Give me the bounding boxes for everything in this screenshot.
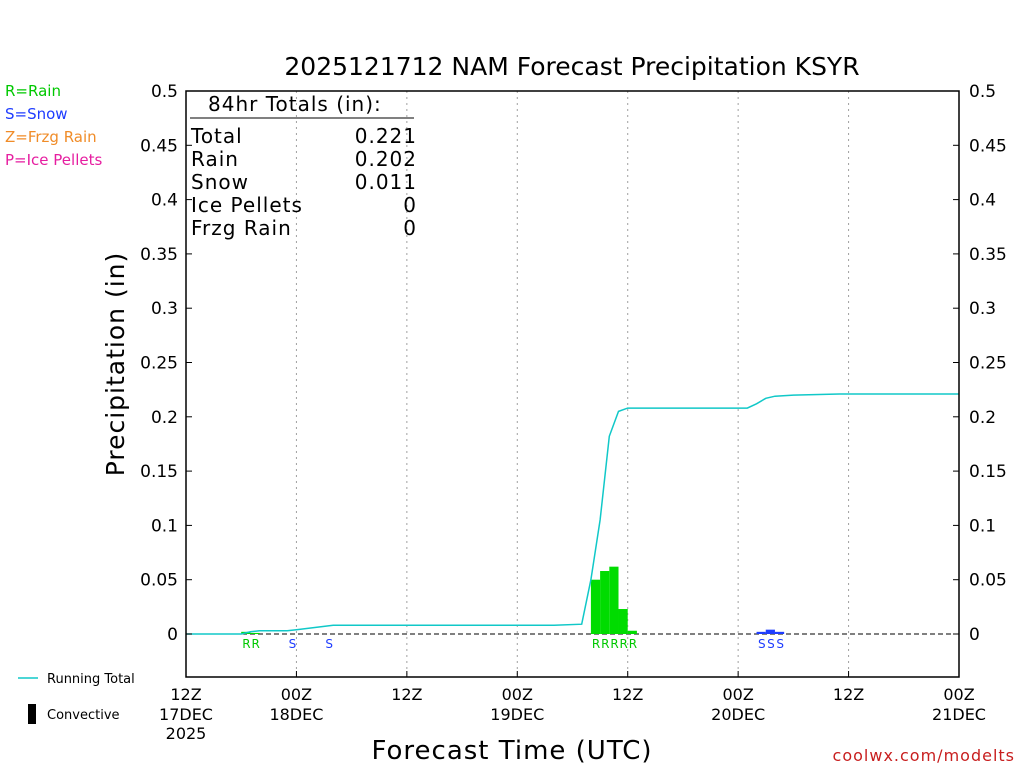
ptype-marker-S: S: [758, 637, 766, 651]
xtick-label-date: 21DEC: [932, 705, 986, 724]
xtick-label-date: 17DEC: [159, 705, 213, 724]
rain-bar-3: [600, 571, 610, 634]
ptype-marker-R: R: [242, 637, 250, 651]
xtick-label-time: 00Z: [943, 685, 974, 704]
xtick-label-date: 19DEC: [490, 705, 544, 724]
running-total-line: [186, 393, 959, 635]
xtick-label-time: 12Z: [391, 685, 422, 704]
totals-row-label: Snow: [191, 170, 249, 194]
ptype-marker-R: R: [610, 637, 618, 651]
totals-row-label: Total: [190, 124, 243, 148]
rain-bar-1: [250, 632, 260, 634]
legend-convective-swatch: [28, 704, 36, 724]
ytick-label-left: 0.25: [140, 354, 178, 374]
ytick-label-left: 0.3: [151, 299, 178, 319]
xtick-label-time: 12Z: [833, 685, 864, 704]
ytick-label-right: 0.3: [969, 299, 996, 319]
ytick-label-right: 0.5: [969, 82, 996, 102]
ptype-marker-R: R: [601, 637, 609, 651]
ptype-legend-item: R=Rain: [5, 82, 61, 100]
totals-row-label: Frzg Rain: [191, 216, 292, 240]
ytick-label-right: 0.25: [969, 354, 1007, 374]
bottom-legend-label: Convective: [47, 708, 120, 723]
ytick-label-left: 0.2: [151, 408, 178, 428]
ptype-marker-S: S: [767, 637, 775, 651]
ytick-label-right: 0.2: [969, 408, 996, 428]
credit-text: coolwx.com/modelts: [833, 746, 1015, 765]
x-axis-label: Forecast Time (UTC): [371, 736, 652, 766]
ytick-label-right: 0.05: [969, 571, 1007, 591]
totals-row-value: 0: [403, 193, 417, 217]
ytick-label-right: 0.4: [969, 191, 996, 211]
ptype-marker-S: S: [776, 637, 784, 651]
ytick-label-right: 0.35: [969, 245, 1007, 265]
ytick-label-left: 0.35: [140, 245, 178, 265]
ptype-marker-R: R: [629, 637, 637, 651]
rain-bar-4: [609, 566, 619, 634]
ptype-marker-S: S: [289, 637, 297, 651]
ptype-marker-R: R: [592, 637, 600, 651]
xtick-label-time: 12Z: [170, 685, 201, 704]
totals-row-value: 0: [403, 216, 417, 240]
totals-row-label: Rain: [191, 147, 239, 171]
ptype-legend-item: P=Ice Pellets: [5, 151, 102, 169]
ytick-label-right: 0.45: [969, 136, 1007, 156]
ptype-legend-item: Z=Frzg Rain: [5, 128, 97, 146]
xtick-label-time: 12Z: [612, 685, 643, 704]
totals-heading: 84hr Totals (in):: [208, 92, 382, 116]
rain-bar-2: [590, 579, 601, 634]
xtick-label-date: 20DEC: [711, 705, 765, 724]
ytick-label-left: 0: [167, 625, 178, 645]
chart-title: 2025121712 NAM Forecast Precipitation KS…: [284, 52, 859, 81]
snow-bar-1: [765, 629, 775, 634]
xtick-label-date: 18DEC: [269, 705, 323, 724]
rain-bar-6: [627, 630, 637, 634]
snow-bar-2: [774, 631, 785, 634]
ptype-marker-S: S: [325, 637, 333, 651]
ytick-label-right: 0.15: [969, 462, 1007, 482]
ytick-label-right: 0.1: [969, 516, 996, 536]
totals-row-value: 0.202: [355, 147, 417, 171]
rain-bar-5: [618, 609, 628, 634]
xtick-label-time: 00Z: [502, 685, 533, 704]
totals-row-label: Ice Pellets: [191, 193, 303, 217]
xtick-label-year: 2025: [166, 724, 207, 743]
bottom-legend-label: Running Total: [47, 672, 135, 687]
ptype-legend-item: S=Snow: [5, 105, 68, 123]
ytick-label-left: 0.15: [140, 462, 178, 482]
ptype-marker-R: R: [251, 637, 259, 651]
y-axis-label: Precipitation (in): [101, 252, 130, 477]
ytick-label-left: 0.5: [151, 82, 178, 102]
xtick-label-time: 00Z: [722, 685, 753, 704]
ytick-label-left: 0.05: [140, 571, 178, 591]
plot-frame: [185, 90, 960, 678]
ytick-label-left: 0.1: [151, 516, 178, 536]
ytick-label-left: 0.45: [140, 136, 178, 156]
totals-row-value: 0.221: [355, 124, 417, 148]
totals-row-value: 0.011: [355, 170, 417, 194]
ptype-marker-R: R: [620, 637, 628, 651]
ytick-label-left: 0.4: [151, 191, 178, 211]
ytick-label-right: 0: [969, 625, 980, 645]
snow-bar-0: [756, 631, 766, 634]
xtick-label-time: 00Z: [281, 685, 312, 704]
